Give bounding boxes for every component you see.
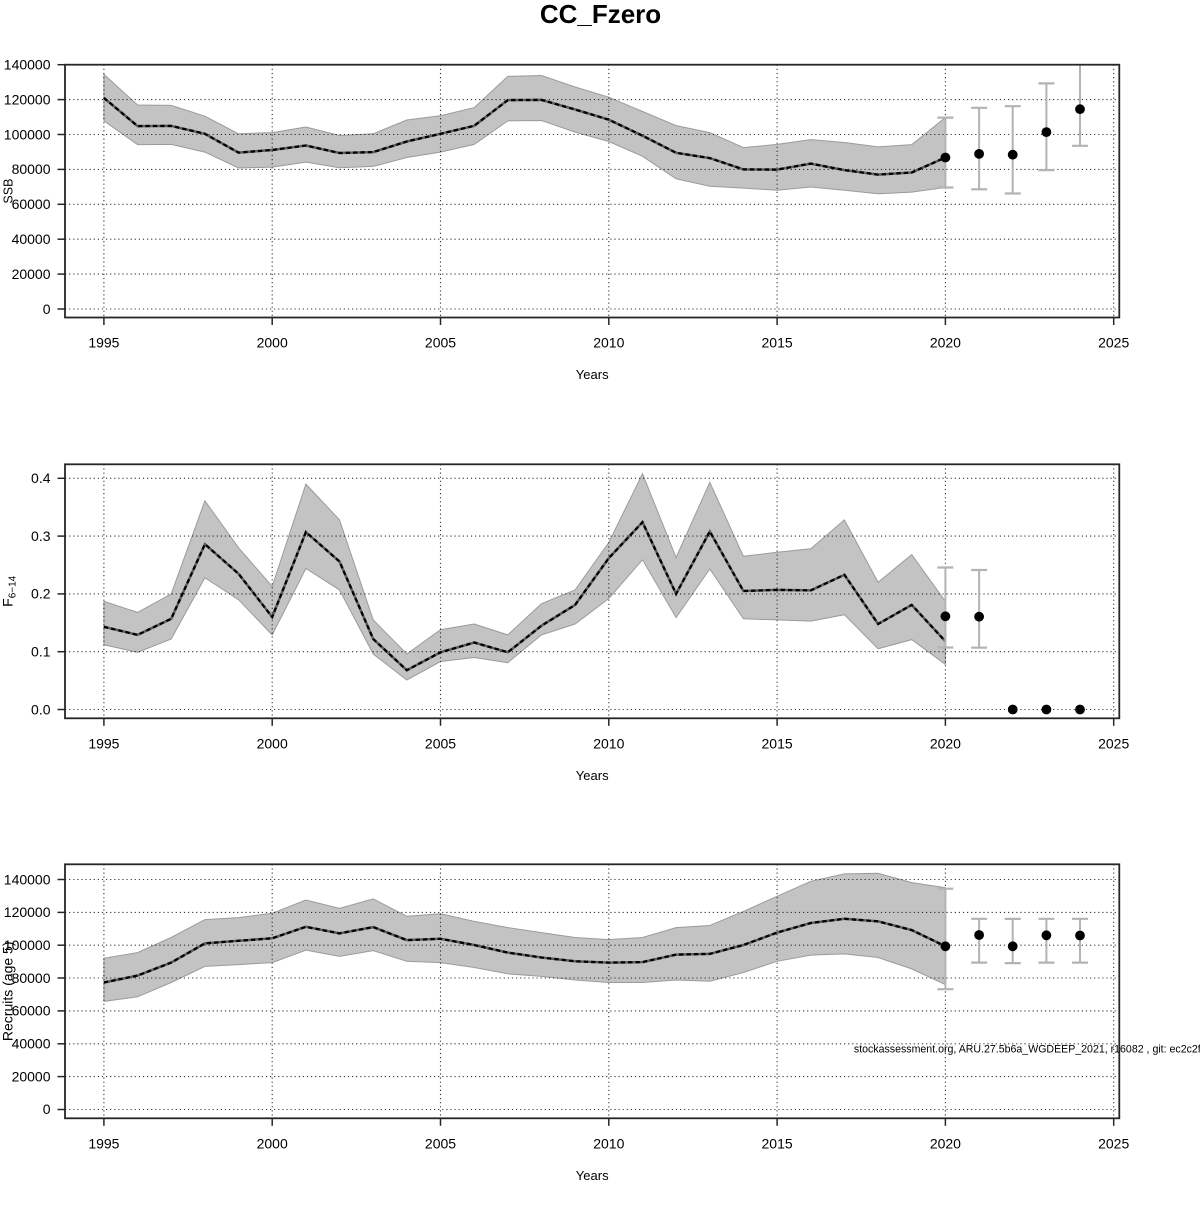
svg-text:2000: 2000 [257,335,288,351]
svg-text:120000: 120000 [4,904,51,920]
svg-text:1995: 1995 [88,1135,119,1151]
svg-text:Years: Years [576,1168,609,1183]
svg-text:2020: 2020 [930,1135,961,1151]
svg-text:0.3: 0.3 [31,528,51,544]
svg-text:60000: 60000 [12,1003,51,1019]
svg-text:2005: 2005 [425,735,456,751]
svg-text:0: 0 [43,301,51,317]
svg-text:2025: 2025 [1098,1135,1129,1151]
svg-text:0.4: 0.4 [31,470,51,486]
svg-text:2015: 2015 [762,1135,793,1151]
svg-text:140000: 140000 [4,871,51,887]
svg-text:2015: 2015 [762,335,793,351]
svg-text:2010: 2010 [593,335,624,351]
svg-text:2015: 2015 [762,735,793,751]
svg-text:stockassessment.org, ARU.27.5b: stockassessment.org, ARU.27.5b6a_WGDEEP_… [854,1043,1200,1055]
svg-text:2000: 2000 [257,735,288,751]
svg-text:CC_Fzero: CC_Fzero [540,0,661,29]
svg-text:20000: 20000 [12,1068,51,1084]
svg-text:Recruits (age 5): Recruits (age 5) [0,942,16,1042]
svg-text:Years: Years [576,367,609,382]
svg-text:2020: 2020 [930,735,961,751]
svg-text:20000: 20000 [12,266,51,282]
svg-text:0.2: 0.2 [31,586,51,602]
svg-text:80000: 80000 [12,161,51,177]
svg-text:Years: Years [576,768,609,783]
svg-text:1995: 1995 [88,735,119,751]
svg-text:2005: 2005 [425,1135,456,1151]
svg-text:2010: 2010 [593,1135,624,1151]
svg-text:120000: 120000 [4,91,51,107]
svg-text:2000: 2000 [257,1135,288,1151]
svg-text:2005: 2005 [425,335,456,351]
svg-text:100000: 100000 [4,937,51,953]
svg-text:140000: 140000 [4,57,51,73]
svg-text:SSB: SSB [2,179,16,204]
svg-text:40000: 40000 [12,231,51,247]
svg-text:100000: 100000 [4,126,51,142]
svg-text:80000: 80000 [12,970,51,986]
svg-text:40000: 40000 [12,1036,51,1052]
svg-text:2025: 2025 [1098,735,1129,751]
svg-text:0.1: 0.1 [31,644,51,660]
svg-text:0: 0 [43,1101,51,1117]
svg-text:0.0: 0.0 [31,701,51,717]
svg-text:2020: 2020 [930,335,961,351]
svg-text:60000: 60000 [12,196,51,212]
svg-text:2010: 2010 [593,735,624,751]
svg-text:1995: 1995 [88,335,119,351]
svg-text:2025: 2025 [1098,335,1129,351]
